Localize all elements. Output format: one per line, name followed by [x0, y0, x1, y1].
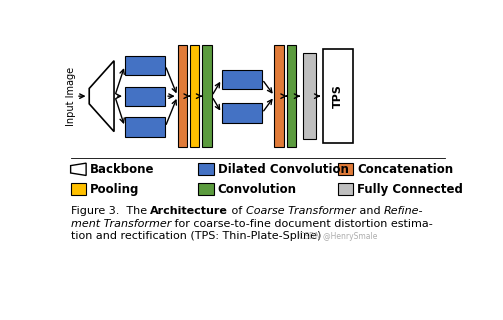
Bar: [303, 53, 315, 139]
Text: TPS: TPS: [333, 84, 343, 108]
Bar: [125, 117, 165, 137]
Text: and: and: [356, 206, 384, 216]
Text: Coarse Transformer: Coarse Transformer: [246, 206, 356, 216]
Bar: [338, 183, 354, 196]
Bar: [202, 45, 212, 147]
Bar: [125, 86, 165, 106]
Bar: [338, 163, 354, 175]
Polygon shape: [89, 61, 114, 132]
Bar: [199, 163, 214, 175]
Text: Figure 3.  The: Figure 3. The: [70, 206, 150, 216]
Text: Input Image: Input Image: [65, 67, 75, 126]
Text: Architecture: Architecture: [150, 206, 228, 216]
Bar: [222, 103, 262, 123]
Bar: [323, 49, 353, 143]
Text: tion and rectification (TPS: Thin-Plate-Spline): tion and rectification (TPS: Thin-Plate-…: [70, 231, 321, 241]
Text: Backbone: Backbone: [90, 163, 154, 176]
Text: Refine-: Refine-: [384, 206, 424, 216]
Bar: [178, 45, 187, 147]
Text: of: of: [228, 206, 246, 216]
Bar: [222, 69, 262, 89]
Polygon shape: [70, 163, 86, 175]
Bar: [125, 56, 165, 75]
Bar: [70, 183, 86, 196]
Bar: [287, 45, 296, 147]
Text: Pooling: Pooling: [90, 183, 139, 196]
Text: for coarse-to-fine document distortion estima-: for coarse-to-fine document distortion e…: [171, 219, 433, 228]
Text: Convolution: Convolution: [218, 183, 297, 196]
Bar: [275, 45, 284, 147]
Text: Fully Connected: Fully Connected: [357, 183, 463, 196]
Text: Concatenation: Concatenation: [357, 163, 454, 176]
Bar: [190, 45, 199, 147]
Text: CSDN @HenrySmale: CSDN @HenrySmale: [299, 232, 378, 241]
Text: ment Transformer: ment Transformer: [70, 219, 171, 228]
Bar: [199, 183, 214, 196]
Text: Dilated Convolution: Dilated Convolution: [218, 163, 349, 176]
